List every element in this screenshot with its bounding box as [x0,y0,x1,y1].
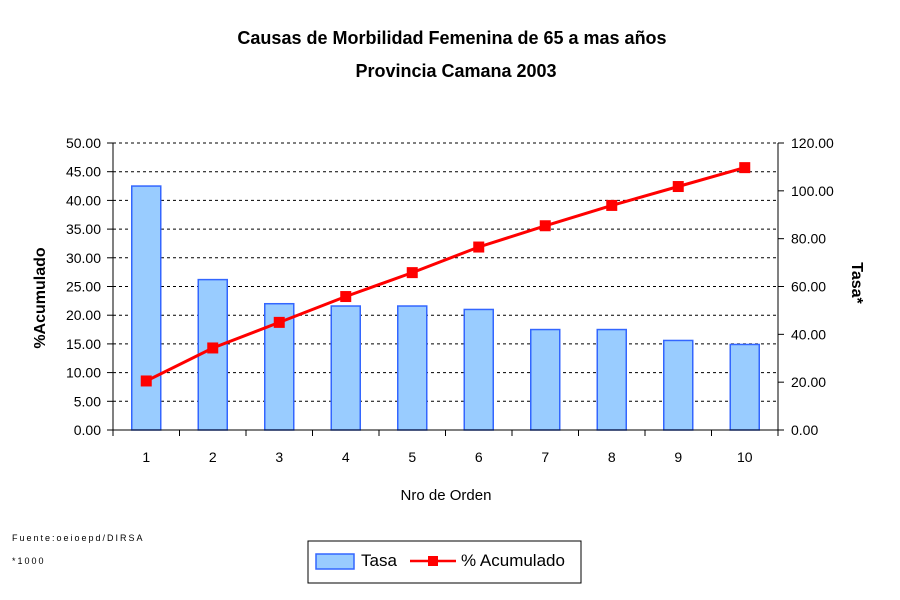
legend-label-acumulado: % Acumulado [461,551,565,570]
y-right-tick-label: 80.00 [791,231,826,247]
y-axis-right-ticks: 120.00 100.00 80.00 60.00 40.00 20.00 0.00 [778,135,834,438]
y-left-tick-label: 15.00 [66,336,101,352]
bar [197,278,228,431]
line-marker [739,162,751,174]
y-right-tick-label: 40.00 [791,326,826,342]
line-marker [207,342,219,354]
y-right-tick-label: 20.00 [791,374,826,390]
legend: Tasa % Acumulado [307,540,582,584]
bar [330,305,361,431]
y-left-tick-label: 30.00 [66,250,101,266]
legend-marker-acumulado [428,556,438,566]
y-left-tick-label: 50.00 [66,135,101,151]
x-tick-label: 8 [608,449,616,465]
y-right-tick-label: 120.00 [791,135,834,151]
bar [530,328,561,431]
footnote: *1000 [12,556,46,566]
x-tick-label: 1 [142,449,150,465]
y-left-tick-label: 45.00 [66,164,101,180]
y-left-tick-label: 0.00 [74,422,101,438]
y-right-tick-label: 0.00 [791,422,818,438]
y-left-tick-label: 20.00 [66,307,101,323]
x-tick-label: 3 [275,449,283,465]
line-marker [606,199,618,211]
x-tick-label: 4 [342,449,350,465]
bar [131,185,162,431]
bar [596,328,627,431]
y-right-tick-label: 60.00 [791,279,826,295]
x-tick-label: 6 [475,449,483,465]
legend-swatch-tasa [315,553,355,570]
line-marker [140,375,152,387]
bar [663,339,694,431]
legend-label-tasa: Tasa [361,551,397,570]
bar [729,343,760,431]
line-marker [273,316,285,328]
y-axis-left-ticks: 50.00 45.00 40.00 35.00 30.00 25.00 20.00 15.00… [66,135,113,438]
y-axis-left-label: %Acumulado [32,247,49,349]
line-marker [672,181,684,193]
chart-title: Causas de Morbilidad Femenina de 65 a ma… [237,28,666,48]
x-tick-label: 10 [737,449,753,465]
x-tick-label: 7 [541,449,549,465]
x-tick-label: 2 [209,449,217,465]
y-axis-right-label: Tasa* [848,262,865,304]
y-left-tick-label: 40.00 [66,192,101,208]
bar [463,308,494,431]
line-path [145,166,746,383]
y-left-tick-label: 10.00 [66,365,101,381]
bar-series-tasa [131,185,760,431]
chart-subtitle: Provincia Camana 2003 [355,61,556,81]
y-left-tick-label: 35.00 [66,221,101,237]
y-left-tick-label: 5.00 [74,393,101,409]
source-note: Fuente:oeioepd/DIRSA [12,533,145,543]
y-right-tick-label: 100.00 [791,183,834,199]
x-axis-label: Nro de Orden [401,487,492,504]
x-axis-ticks: 1 2 3 4 5 6 7 8 9 10 [112,430,779,465]
bar [397,305,428,431]
x-tick-label: 9 [674,449,682,465]
line-marker [340,291,352,303]
line-marker [473,241,485,253]
line-marker [406,267,418,279]
x-tick-label: 5 [408,449,416,465]
line-series-acumulado [140,162,751,387]
line-marker [539,220,551,232]
y-left-tick-label: 25.00 [66,279,101,295]
